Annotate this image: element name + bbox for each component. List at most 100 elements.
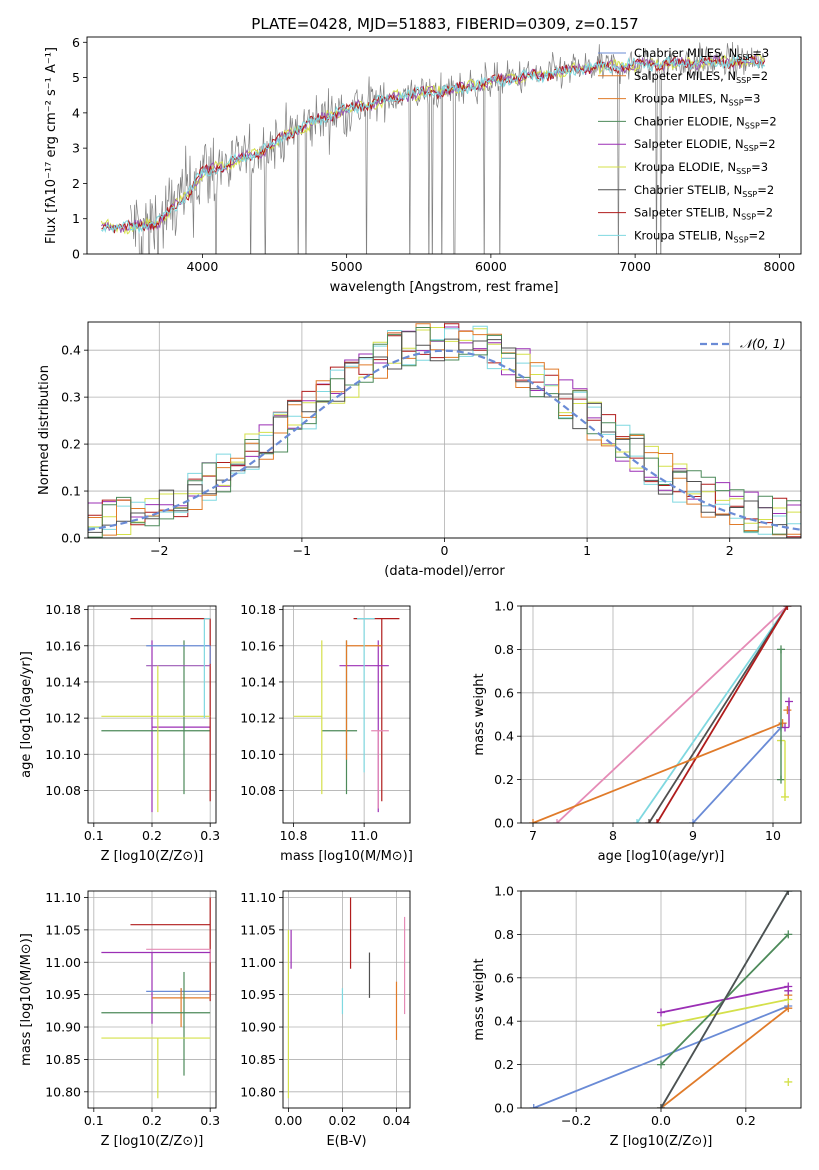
mass-weight-marker: [784, 1004, 793, 1013]
y-tick-label: 1.0: [494, 884, 514, 899]
y-tick-label: 11.05: [45, 922, 81, 937]
legend-label: Kroupa STELIB, NSSP=2: [634, 228, 765, 244]
mass-weight-line: [532, 722, 783, 823]
mass-vs-ebv-panel: 0.00 0.02 0.04 10.80 10.85 10.90 10.95 11.00 11.…: [240, 890, 411, 1149]
mass-weight-line: [692, 726, 782, 823]
x-tick-label: 0.2: [142, 1113, 162, 1128]
legend-label: Kroupa ELODIE, NSSP=3: [634, 160, 768, 176]
axes-frame: [87, 890, 217, 1109]
figure-title: PLATE=0428, MJD=51883, FIBERID=0309, z=0…: [251, 15, 638, 33]
y-tick-label: 10.90: [240, 1020, 276, 1035]
plot-area: [529, 891, 793, 1108]
y-tick-label: 10.12: [240, 711, 276, 726]
y-tick-label: 10.95: [240, 987, 276, 1002]
y-tick-label: 10.10: [45, 747, 81, 762]
age-vs-mass-panel: 10.8 11.0 10.08 10.10 10.12 10.14 10.16 10.18 ma…: [240, 602, 413, 864]
y-tick-label: 10.14: [45, 674, 81, 689]
x-tick-label: 0: [441, 543, 449, 558]
y-tick-label: 10.14: [240, 674, 276, 689]
y-tick-label: 0.0: [494, 1101, 514, 1116]
x-tick-label: 7: [529, 828, 537, 843]
y-tick-label: 10.18: [45, 602, 81, 617]
x-tick-label: 0.02: [329, 1113, 357, 1128]
y-tick-label: 6: [72, 35, 80, 50]
x-tick-label: 7000: [619, 259, 651, 274]
mass-weight-line: [660, 1007, 789, 1108]
y-tick-label: 10.10: [240, 747, 276, 762]
gaussian-curve-line: [88, 349, 801, 531]
plot-area: [88, 323, 801, 538]
x-axis-label: Z [log10(Z/Z⊙)]: [101, 849, 204, 864]
mass-weight-marker: [781, 723, 789, 732]
x-tick-label: 10.8: [280, 828, 308, 843]
mass-weight-marker: [657, 1008, 665, 1017]
model-fit-line: [101, 55, 766, 234]
axes-frame: [86, 36, 802, 255]
y-tick-label: 0.0: [61, 531, 81, 546]
x-tick-label: 0.00: [274, 1113, 302, 1128]
x-tick-label: 0.2: [142, 828, 162, 843]
y-tick-label: 10.85: [240, 1052, 276, 1067]
x-axis-label: Z [log10(Z/Z⊙)]: [101, 1134, 204, 1149]
x-axis-label: E(B-V): [326, 1134, 366, 1149]
x-tick-label: 5000: [331, 259, 363, 274]
y-axis-label: mass weight: [472, 958, 487, 1040]
y-tick-label: 10.16: [45, 638, 81, 653]
y-tick-label: 0.8: [494, 927, 514, 942]
model-fit-line: [101, 54, 766, 235]
legend-label: Salpeter MILES, NSSP=2: [634, 69, 768, 85]
x-axis-label: Z [log10(Z/Z⊙)]: [610, 1134, 713, 1149]
y-tick-label: 0.4: [61, 343, 81, 358]
mass-weight-line: [660, 998, 789, 1027]
y-tick-label: 0.3: [61, 390, 81, 405]
y-axis-label: mass [log10(M/M⊙)]: [19, 933, 34, 1066]
plot-area: [529, 606, 793, 823]
legend-label: Chabrier ELODIE, NSSP=2: [634, 114, 777, 130]
y-tick-label: 0.6: [494, 685, 514, 700]
axes-frame: [87, 321, 802, 539]
y-tick-label: 0.2: [494, 1057, 514, 1072]
axes-frame: [282, 890, 411, 1109]
x-tick-label: 4000: [186, 259, 218, 274]
legend-label: 𝒩(0, 1): [740, 336, 786, 351]
x-tick-label: 9: [689, 828, 697, 843]
x-tick-label: −0.2: [561, 1113, 591, 1128]
y-tick-label: 0.4: [494, 1014, 514, 1029]
y-tick-label: 10.12: [45, 711, 81, 726]
x-tick-label: 0.1: [84, 828, 104, 843]
mass-weight-line: [656, 606, 789, 823]
x-tick-label: 10: [765, 828, 781, 843]
y-tick-label: 0.4: [494, 729, 514, 744]
y-tick-label: 1.0: [494, 599, 514, 614]
plot-area: [101, 897, 211, 1099]
y-tick-label: 0.8: [494, 642, 514, 657]
axes-frame: [520, 605, 802, 824]
x-tick-label: 0.2: [736, 1113, 756, 1128]
mass-weight-marker: [657, 1104, 665, 1108]
plot-area: [287, 897, 406, 1099]
plot-area: [101, 618, 211, 813]
y-axis-label: mass weight: [472, 673, 487, 755]
y-tick-label: 0.2: [61, 437, 81, 452]
y-tick-label: 10.80: [45, 1084, 81, 1099]
mass-weight-marker: [645, 819, 653, 823]
x-tick-label: 6000: [475, 259, 507, 274]
x-tick-label: 8: [609, 828, 617, 843]
residuals-panel: −2 −1 0 1 2 0.0 0.1 0.2 0.3 0.4 (data-model)/error…: [37, 321, 802, 579]
x-axis-label: age [log10(age/yr)]: [598, 849, 725, 864]
legend-label: Salpeter ELODIE, NSSP=2: [634, 137, 776, 153]
axes-frame: [520, 890, 802, 1109]
y-tick-label: 2: [72, 176, 80, 191]
x-tick-label: 0.0: [651, 1113, 671, 1128]
massweight-vs-age-panel: 7 8 9 10 0.0 0.2 0.4 0.6 0.8 1.0 age [log10(age/yr…: [472, 599, 802, 864]
y-tick-label: 10.16: [240, 638, 276, 653]
mass-weight-marker: [783, 706, 792, 715]
age-vs-metallicity-panel: 0.1 0.2 0.3 10.08 10.10 10.12 10.14 10.16 10.18 Z…: [19, 602, 220, 864]
y-tick-label: 11.05: [240, 922, 276, 937]
legend-label: Chabrier STELIB, NSSP=2: [634, 183, 774, 199]
plot-area: [293, 618, 400, 813]
y-tick-label: 10.90: [45, 1020, 81, 1035]
x-tick-label: 2: [726, 543, 734, 558]
spectrum-panel: 4000 5000 6000 7000 8000 0 1 2 3 4 5 6 wavelength [A…: [44, 35, 802, 295]
